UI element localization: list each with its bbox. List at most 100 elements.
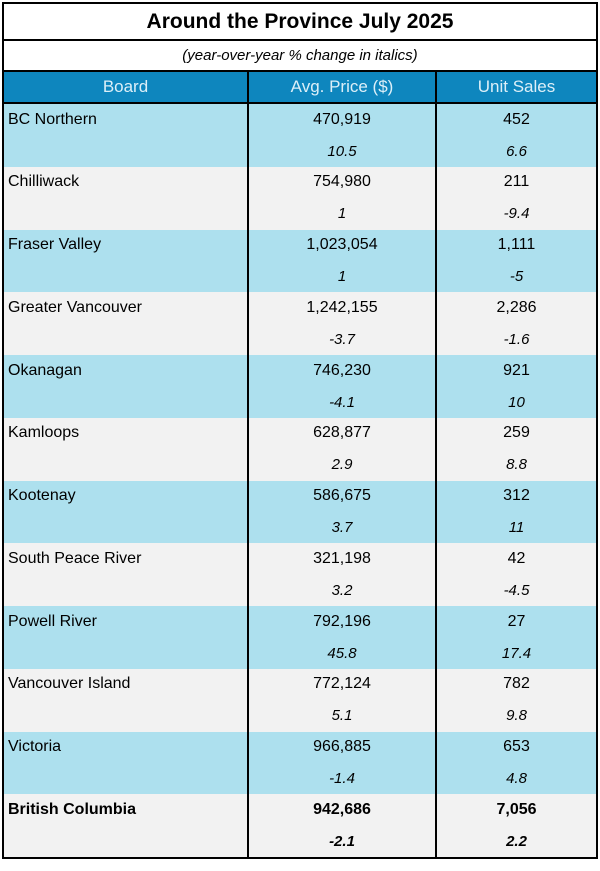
unit-sales-value: 42 (507, 549, 526, 567)
unit-sales-value: 653 (503, 738, 530, 756)
avg-price-cell: 628,877 2.9 (249, 417, 437, 481)
unit-sales-yoy: -4.5 (503, 581, 530, 599)
table-row: BC Northern 470,919 10.5 452 6.6 (4, 104, 596, 167)
avg-price-cell: 321,198 3.2 (249, 543, 437, 606)
board-name: Greater Vancouver (8, 298, 142, 316)
table-row: Fraser Valley 1,023,054 1 1,111 -5 (4, 229, 596, 293)
avg-price-value: 772,124 (313, 675, 371, 693)
board-name: South Peace River (8, 549, 142, 567)
board-cell: Greater Vancouver (4, 292, 249, 355)
unit-sales-cell: 2,286 -1.6 (437, 292, 596, 355)
avg-price-yoy: 1 (337, 205, 347, 223)
avg-price-yoy: 3.2 (331, 581, 353, 599)
board-spacer (4, 826, 247, 857)
avg-price-yoy: 2.9 (331, 456, 353, 474)
avg-price-value: 746,230 (313, 361, 371, 379)
board-spacer (4, 763, 247, 794)
board-cell: Vancouver Island (4, 668, 249, 732)
avg-price-value: 586,675 (313, 487, 371, 505)
table-title: Around the Province July 2025 (4, 4, 596, 41)
unit-sales-yoy: -9.4 (503, 205, 530, 223)
unit-sales-yoy: 2.2 (506, 832, 527, 850)
unit-sales-cell: 312 11 (437, 481, 596, 544)
unit-sales-yoy: 10 (508, 393, 525, 411)
column-header-board: Board (4, 72, 249, 102)
unit-sales-yoy: 17.4 (501, 644, 532, 662)
board-spacer (4, 637, 247, 668)
avg-price-value: 321,198 (313, 549, 371, 567)
unit-sales-value: 452 (503, 110, 530, 128)
board-name: British Columbia (8, 800, 137, 818)
board-spacer (4, 449, 247, 480)
board-spacer (4, 700, 247, 731)
unit-sales-value: 312 (503, 487, 530, 505)
table-row: Greater Vancouver 1,242,155 -3.7 2,286 -1.6 (4, 292, 596, 355)
board-cell: Kootenay (4, 480, 249, 544)
table-row: British Columbia 942,686 -2.1 7,056 2.2 (4, 794, 596, 857)
board-spacer (4, 512, 247, 543)
unit-sales-value: 1,111 (497, 236, 536, 254)
avg-price-value: 1,023,054 (306, 236, 378, 254)
avg-price-cell: 966,885 -1.4 (249, 731, 437, 795)
table-body: BC Northern 470,919 10.5 452 6.6 Chilliwack 75… (4, 104, 596, 857)
avg-price-cell: 1,023,054 1 (249, 229, 437, 293)
around-the-province-table: Around the Province July 2025 (year-over… (2, 2, 598, 859)
avg-price-cell: 754,980 1 (249, 166, 437, 230)
board-spacer (4, 261, 247, 292)
board-cell: Okanagan (4, 355, 249, 418)
board-spacer (4, 575, 247, 606)
board-cell: BC Northern (4, 104, 249, 167)
table-row: Victoria 966,885 -1.4 653 4.8 (4, 731, 596, 795)
board-name: Fraser Valley (8, 236, 102, 254)
table-row: Kamloops 628,877 2.9 259 8.8 (4, 417, 596, 481)
avg-price-value: 470,919 (313, 110, 371, 128)
avg-price-cell: 746,230 -4.1 (249, 355, 437, 418)
avg-price-cell: 942,686 -2.1 (249, 794, 437, 857)
avg-price-value: 966,885 (313, 738, 371, 756)
unit-sales-yoy: -5 (509, 268, 524, 286)
unit-sales-cell: 7,056 2.2 (437, 794, 596, 857)
avg-price-cell: 792,196 45.8 (249, 606, 437, 669)
unit-sales-yoy: 4.8 (506, 770, 527, 788)
unit-sales-yoy: -1.6 (503, 330, 530, 348)
board-name: Victoria (8, 738, 62, 756)
unit-sales-cell: 452 6.6 (437, 104, 596, 167)
avg-price-yoy: 45.8 (327, 644, 357, 662)
unit-sales-yoy: 11 (508, 519, 525, 537)
table-row: Vancouver Island 772,124 5.1 782 9.8 (4, 668, 596, 732)
board-name: BC Northern (8, 110, 97, 128)
board-name: Kamloops (8, 424, 80, 442)
unit-sales-yoy: 6.6 (506, 142, 527, 160)
unit-sales-value: 782 (503, 675, 530, 693)
board-cell: Kamloops (4, 417, 249, 481)
table-row: South Peace River 321,198 3.2 42 -4.5 (4, 543, 596, 606)
unit-sales-value: 211 (503, 173, 530, 191)
avg-price-value: 754,980 (313, 173, 371, 191)
avg-price-yoy: 5.1 (331, 707, 353, 725)
unit-sales-cell: 42 -4.5 (437, 543, 596, 606)
avg-price-value: 792,196 (313, 612, 371, 630)
avg-price-yoy: 10.5 (327, 142, 357, 160)
avg-price-value: 942,686 (313, 800, 371, 818)
avg-price-yoy: -1.4 (329, 770, 355, 788)
board-name: Kootenay (8, 487, 76, 505)
unit-sales-value: 921 (503, 361, 530, 379)
unit-sales-cell: 259 8.8 (437, 418, 596, 481)
avg-price-cell: 772,124 5.1 (249, 668, 437, 732)
board-cell: Fraser Valley (4, 229, 249, 293)
unit-sales-cell: 653 4.8 (437, 732, 596, 795)
avg-price-yoy: -4.1 (329, 393, 355, 411)
avg-price-cell: 1,242,155 -3.7 (249, 292, 437, 355)
board-name: Chilliwack (8, 173, 80, 191)
board-cell: Powell River (4, 606, 249, 669)
board-cell: Victoria (4, 731, 249, 795)
unit-sales-value: 7,056 (496, 800, 537, 818)
unit-sales-yoy: 9.8 (506, 707, 527, 725)
column-header-avg-price: Avg. Price ($) (249, 72, 437, 102)
avg-price-cell: 586,675 3.7 (249, 480, 437, 544)
avg-price-yoy: -3.7 (329, 330, 355, 348)
board-name: Powell River (8, 612, 97, 630)
table-row: Powell River 792,196 45.8 27 17.4 (4, 606, 596, 669)
unit-sales-cell: 782 9.8 (437, 669, 596, 732)
board-cell: South Peace River (4, 543, 249, 606)
